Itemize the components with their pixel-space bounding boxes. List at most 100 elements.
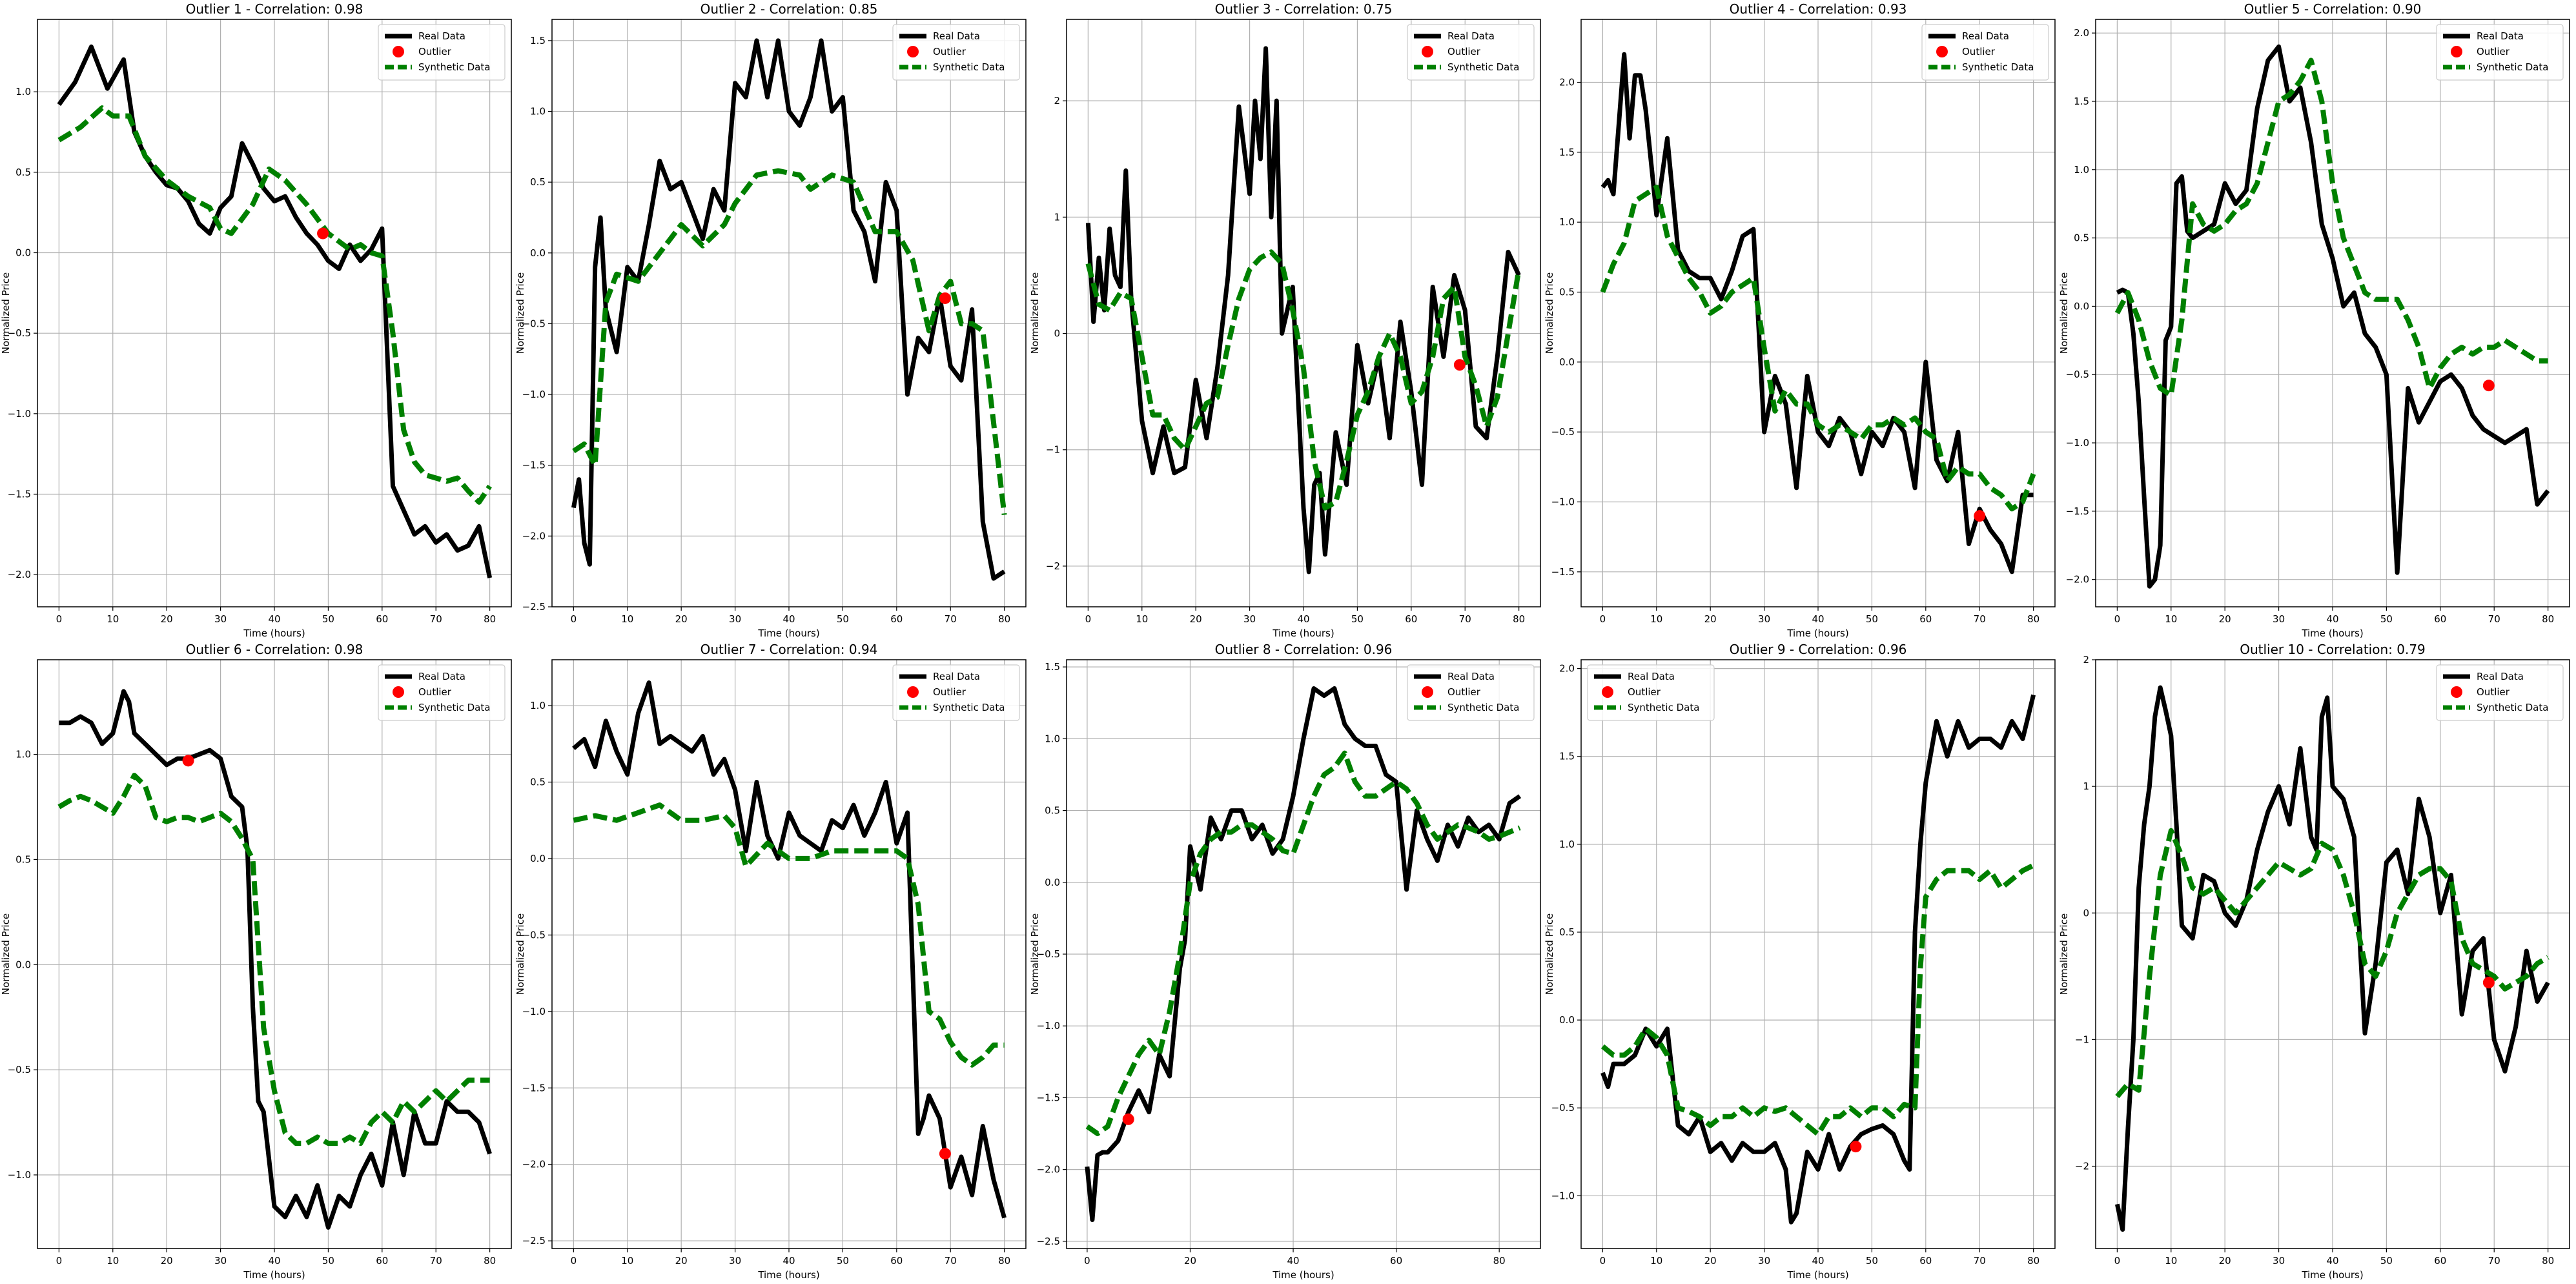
x-tick-label: 40 (2326, 1255, 2338, 1267)
x-tick-label: 40 (1297, 613, 1309, 625)
x-tick-label: 20 (1704, 613, 1717, 625)
y-tick-label: 0.0 (530, 247, 546, 259)
legend-outlier-swatch (907, 686, 919, 698)
chart-title: Outlier 9 - Correlation: 0.96 (1730, 642, 1907, 657)
x-tick-label: 80 (2027, 1255, 2039, 1267)
y-tick-label: −2.0 (1037, 1164, 1060, 1176)
x-tick-label: 10 (107, 613, 119, 625)
real-data-line (1600, 52, 2034, 575)
x-tick-label: 50 (2380, 1255, 2393, 1267)
x-tick-label: 10 (621, 1255, 633, 1267)
x-tick-label: 0 (1085, 613, 1092, 625)
y-tick-label: 0.0 (1559, 1014, 1575, 1026)
y-tick-label: −1.0 (2066, 437, 2089, 449)
synthetic-data-line (57, 773, 490, 1146)
x-tick-label: 30 (729, 1255, 741, 1267)
x-tick-label: 30 (214, 613, 227, 625)
outlier-point (2482, 977, 2495, 989)
y-axis-label: Normalized Price (515, 913, 526, 995)
outlier-point (1122, 1113, 1134, 1125)
synthetic-data-line (1600, 185, 2036, 512)
y-tick-label: 0.0 (2074, 300, 2089, 312)
y-tick-label: −1.0 (8, 1169, 31, 1181)
x-tick-label: 80 (1513, 613, 1525, 625)
y-tick-label: −2.5 (1037, 1236, 1060, 1247)
y-tick-label: −0.5 (8, 1064, 31, 1075)
chart-panel-1: 0 10 20 30 40 50 60 70 80 −2.0 −1.5 −1.0 −0.5 0.0 0.5 1… (0, 1, 512, 639)
y-tick-label: −1.5 (8, 488, 31, 500)
y-axis-label: Normalized Price (1029, 272, 1041, 354)
x-tick-label: 60 (890, 613, 903, 625)
real-data-line (572, 680, 1007, 1219)
legend-outlier-label: Outlier (933, 686, 966, 698)
y-tick-label: −1.0 (522, 389, 546, 400)
y-tick-label: −0.5 (1551, 1102, 1575, 1114)
x-tick-label: 80 (2542, 613, 2554, 625)
y-tick-label: 2 (2083, 654, 2089, 666)
y-tick-label: 0 (2083, 907, 2089, 919)
y-tick-label: −1.5 (1037, 1092, 1060, 1103)
x-tick-label: 10 (621, 613, 633, 625)
x-tick-label: 70 (2488, 1255, 2500, 1267)
y-tick-label: 2 (1054, 95, 1060, 107)
synthetic-data-line (2114, 57, 2548, 398)
x-tick-label: 0 (1600, 1255, 1606, 1267)
x-tick-label: 40 (782, 1255, 795, 1267)
real-data-line (2116, 44, 2550, 589)
chart-panel-3: 0 10 20 30 40 50 60 70 80 −2 −1 0 1 2 Outlier 3 - Corr… (1029, 1, 1541, 639)
chart-panel-5: 0 10 20 30 40 50 60 70 80 −2.0 −1.5 −1.0 −0.5 0.0 0.5 1… (2058, 1, 2570, 639)
legend-real-label: Real Data (1628, 671, 1675, 682)
x-tick-label: 40 (268, 613, 280, 625)
legend-outlier-label: Outlier (2477, 686, 2510, 698)
real-data-line (1085, 686, 1522, 1222)
y-tick-label: 0.5 (1045, 805, 1060, 817)
outlier-point (1974, 510, 1986, 522)
legend-outlier-swatch (393, 686, 404, 698)
x-tick-label: 80 (484, 1255, 496, 1267)
legend-outlier-swatch (1422, 686, 1433, 698)
y-tick-label: −0.5 (1037, 948, 1060, 960)
x-tick-label: 70 (430, 613, 442, 625)
x-tick-label: 20 (161, 1255, 173, 1267)
outlier-point (1850, 1141, 1862, 1153)
legend-real-label: Real Data (2477, 671, 2524, 682)
x-tick-label: 0 (571, 1255, 577, 1267)
x-tick-label: 40 (1287, 1255, 1299, 1267)
legend-outlier-label: Outlier (1962, 46, 1996, 57)
x-tick-label: 20 (1190, 613, 1202, 625)
y-tick-label: 1.0 (1045, 733, 1060, 744)
legend-outlier-swatch (2451, 46, 2462, 57)
x-tick-label: 50 (1866, 1255, 1878, 1267)
legend-outlier-label: Outlier (418, 46, 452, 57)
y-tick-label: −2.0 (522, 1159, 546, 1170)
legend-synthetic-label: Synthetic Data (418, 702, 490, 713)
legend-synthetic-label: Synthetic Data (418, 61, 490, 73)
x-tick-label: 10 (2165, 613, 2177, 625)
legend-real-label: Real Data (933, 671, 980, 682)
legend-synthetic-label: Synthetic Data (2477, 61, 2548, 73)
y-tick-label: −0.5 (522, 318, 546, 329)
chart-panel-8: 0 20 40 60 80 −2.5 −2.0 −1.5 −1.0 −0.5 0.0 0.5 1.0 1.… (1029, 642, 1541, 1281)
x-axis-label: Time (hours) (1272, 1269, 1334, 1281)
chart-title: Outlier 6 - Correlation: 0.98 (186, 642, 363, 657)
outlier-point (939, 292, 951, 304)
chart-title: Outlier 2 - Correlation: 0.85 (700, 1, 878, 17)
x-tick-label: 80 (1493, 1255, 1506, 1267)
x-tick-label: 50 (1866, 613, 1878, 625)
legend-real-label: Real Data (418, 671, 465, 682)
x-tick-label: 30 (2273, 613, 2285, 625)
y-axis-label: Normalized Price (1029, 913, 1041, 995)
y-tick-label: 1.0 (15, 749, 31, 760)
x-tick-label: 80 (998, 1255, 1010, 1267)
chart-panel-4: 0 10 20 30 40 50 60 70 80 −1.5 −1.0 −0.5 0.0 0.5 1.0 1.… (1544, 1, 2056, 639)
y-axis-label: Normalized Price (2058, 913, 2070, 995)
x-tick-label: 50 (1351, 613, 1364, 625)
x-tick-label: 60 (890, 1255, 903, 1267)
x-tick-label: 20 (1184, 1255, 1196, 1267)
legend-real-label: Real Data (1962, 30, 2009, 42)
x-tick-label: 50 (837, 1255, 849, 1267)
y-tick-label: 0.5 (530, 777, 546, 788)
legend: Real Data Outlier Synthetic Data (892, 24, 1020, 81)
y-tick-label: −1.0 (1037, 1020, 1060, 1032)
y-tick-label: −2.0 (522, 530, 546, 542)
